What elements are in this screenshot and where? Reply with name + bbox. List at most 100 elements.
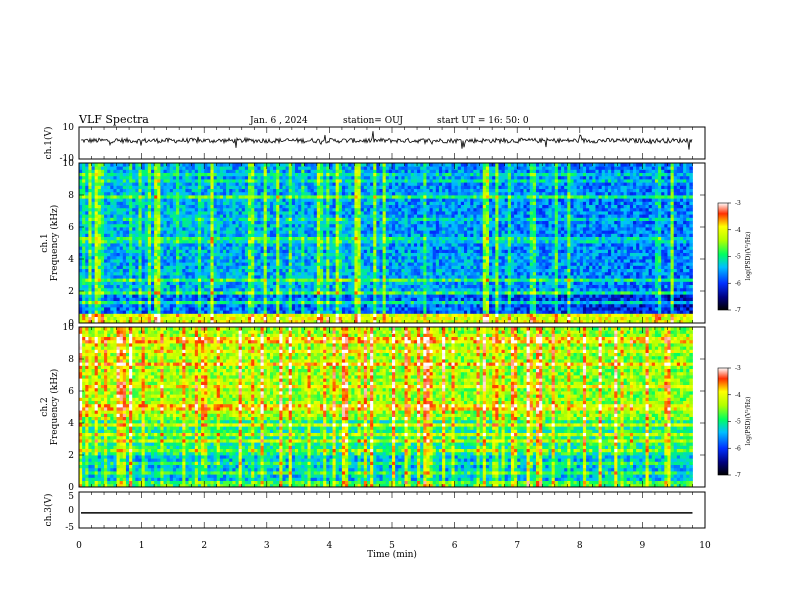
spectrogram-cell: [263, 249, 268, 253]
spectrogram-cell: [517, 252, 521, 257]
spectrogram-cell: [119, 313, 124, 317]
spectrogram-cell: [413, 300, 418, 305]
spectrogram-cell: [276, 300, 280, 305]
spectrogram-cell: [676, 316, 681, 321]
spectrogram-cell: [382, 281, 387, 285]
spectrogram-cell: [520, 284, 524, 289]
spectrogram-cell: [676, 281, 681, 285]
spectrogram-cell: [567, 275, 571, 279]
spectrogram-cell: [582, 249, 587, 253]
spectrogram-cell: [213, 281, 218, 285]
spectrogram-cell: [423, 275, 427, 279]
spectrogram-cell: [351, 271, 355, 276]
spectrogram-cell: [413, 243, 418, 247]
spectrogram-cell: [570, 275, 574, 279]
spectrogram-cell: [579, 291, 584, 295]
spectrogram-cell: [542, 307, 546, 311]
spectrogram-cell: [598, 271, 603, 276]
spectrogram-cell: [392, 249, 396, 253]
spectrogram-cell: [501, 316, 506, 321]
spectrogram-cell: [507, 310, 512, 314]
spectrogram-cell: [629, 262, 634, 266]
spectrogram-cell: [654, 249, 659, 253]
spectrogram-cell: [332, 252, 337, 257]
spectrogram-cell: [326, 278, 330, 282]
spectrogram-cell: [651, 268, 656, 273]
spectrogram-cell: [113, 310, 117, 314]
spectrogram-cell: [301, 284, 305, 289]
spectrogram-cell: [113, 252, 117, 257]
spectrogram-cell: [182, 310, 186, 314]
spectrogram-cell: [154, 278, 158, 282]
spectrogram-cell: [85, 271, 89, 276]
spectrogram-cell: [348, 259, 352, 263]
spectrogram-cell: [542, 271, 546, 276]
spectrogram-cell: [176, 246, 180, 250]
spectrogram-cell: [413, 297, 418, 301]
spectrogram-cell: [398, 249, 402, 253]
spectrogram-cell: [435, 259, 440, 263]
spectrogram-cell: [147, 284, 152, 289]
spectrogram-cell: [485, 291, 490, 295]
spectrogram-cell: [273, 316, 277, 321]
spectrogram-cell: [232, 316, 236, 321]
spectrogram-cell: [288, 284, 293, 289]
spectrogram-cell: [260, 287, 265, 292]
spectrogram-cell: [686, 246, 690, 250]
spectrogram-cell: [207, 291, 211, 295]
spectrogram-cell: [326, 265, 330, 269]
spectrogram-cell: [592, 307, 596, 311]
spectrogram-cell: [573, 287, 578, 292]
spectrogram-cell: [207, 319, 211, 324]
spectrogram-cell: [557, 271, 562, 276]
spectrogram-cell: [410, 303, 415, 308]
spectrogram-cell: [495, 287, 499, 292]
spectrogram-cell: [626, 252, 631, 257]
spectrogram-cell: [526, 271, 531, 276]
spectrogram-cell: [686, 287, 690, 292]
spectrogram-cell: [79, 284, 83, 289]
spectrogram-cell: [269, 300, 274, 305]
spectrogram-cell: [667, 316, 671, 321]
spectrogram-cell: [345, 307, 349, 311]
spectrogram-cell: [307, 287, 312, 292]
spectrogram-cell: [473, 294, 477, 298]
spectrogram-cell: [554, 300, 559, 305]
spectrogram-cell: [463, 271, 468, 276]
spectrogram-cell: [97, 271, 102, 276]
spectrogram-cell: [338, 291, 343, 295]
spectrogram-cell: [626, 259, 631, 263]
spectrogram-cell: [363, 284, 368, 289]
spectrogram-cell: [636, 281, 640, 285]
spectrogram-cell: [366, 243, 371, 247]
spectrogram-cell: [586, 281, 590, 285]
spectrogram-cell: [226, 297, 230, 301]
spectrogram-cell: [251, 287, 255, 292]
spectrogram-cell: [623, 287, 628, 292]
spectrogram-cell: [492, 249, 496, 253]
spectrogram-cell: [119, 307, 124, 311]
spectrogram-cell: [398, 268, 402, 273]
spectrogram-cell: [201, 275, 205, 279]
spectrogram-cell: [504, 284, 509, 289]
spectrogram-cell: [407, 268, 412, 273]
spectrogram-cell: [620, 316, 625, 321]
spectrogram-cell: [304, 313, 308, 317]
spectrogram-cell: [119, 243, 124, 247]
spectrogram-cell: [658, 268, 662, 273]
spectrogram-cell: [110, 307, 114, 311]
spectrogram-cell: [294, 268, 299, 273]
spectrogram-cell: [629, 319, 634, 324]
spectrogram-cell: [207, 246, 211, 250]
spectrogram-cell: [304, 316, 308, 321]
spectrogram-cell: [185, 265, 189, 269]
spectrogram-cell: [191, 246, 196, 250]
spectrogram-cell: [633, 243, 637, 247]
spectrogram-cell: [182, 284, 186, 289]
spectrogram-cell: [579, 243, 584, 247]
spectrogram-cell: [686, 284, 690, 289]
spectrogram-cell: [129, 307, 133, 311]
spectrogram-cell: [219, 265, 224, 269]
spectrogram-cell: [636, 313, 640, 317]
spectrogram-cell: [332, 294, 337, 298]
